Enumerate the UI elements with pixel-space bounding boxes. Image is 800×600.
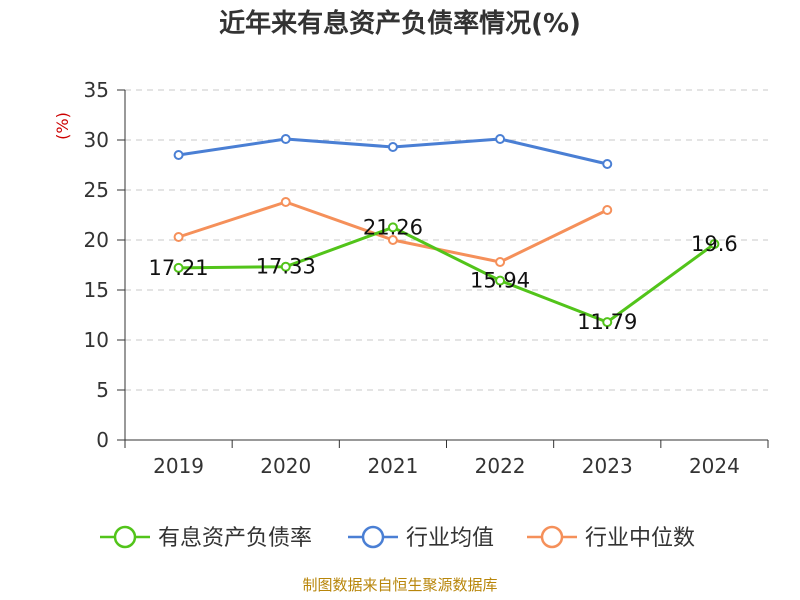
x-tick-label: 2019	[153, 454, 204, 478]
x-tick-label: 2022	[475, 454, 526, 478]
y-tick-label: 10	[84, 328, 109, 352]
data-label: 11.79	[577, 310, 637, 334]
y-tick-label: 5	[96, 378, 109, 402]
chart-title: 近年来有息资产负债率情况(%)	[219, 8, 581, 39]
legend-label: 有息资产负债率	[158, 526, 312, 551]
x-tick-label: 2020	[260, 454, 311, 478]
y-axis-label: (%)	[53, 112, 72, 140]
data-point	[495, 275, 506, 286]
legend-marker	[113, 525, 137, 549]
data-point	[173, 150, 184, 160]
data-point	[387, 235, 398, 245]
data-point	[495, 257, 506, 267]
data-labels: 17.21 17.33 21.26 15.94 11.79 19.6	[149, 215, 738, 334]
series-group	[173, 134, 720, 328]
data-point	[387, 142, 398, 152]
data-label: 17.33	[256, 255, 316, 279]
y-tick-label: 20	[84, 228, 109, 252]
data-point	[280, 197, 291, 207]
data-point	[602, 205, 613, 215]
data-point	[173, 232, 184, 242]
legend-label: 行业中位数	[585, 526, 695, 551]
x-tick-label: 2024	[689, 454, 740, 478]
data-point	[495, 134, 506, 144]
legend-marker	[361, 525, 385, 549]
y-tick-label: 0	[96, 428, 109, 452]
data-label: 17.21	[149, 256, 209, 280]
data-point	[173, 262, 184, 273]
gridlines	[125, 89, 768, 391]
data-label: 21.26	[363, 215, 423, 239]
x-tick-labels: 2019 2020 2021 2022 2023 2024	[153, 454, 740, 478]
data-point	[280, 134, 291, 144]
series-line-0	[178, 225, 716, 324]
y-tick-label: 35	[84, 78, 109, 102]
data-point	[280, 261, 291, 272]
data-point	[709, 239, 720, 249]
y-tick-labels: 0 5 10 15 20 25 30 35	[84, 78, 109, 452]
data-label: 15.94	[470, 269, 530, 293]
legend[interactable]: 有息资产负债率 行业均值 行业中位数	[100, 525, 695, 551]
x-tick-label: 2023	[582, 454, 633, 478]
source-note: 制图数据来自恒生聚源数据库	[302, 576, 497, 594]
axes	[117, 89, 769, 448]
y-tick-label: 25	[84, 178, 109, 202]
legend-label: 行业均值	[406, 526, 494, 551]
legend-marker	[540, 525, 564, 549]
x-tick-label: 2021	[367, 454, 418, 478]
data-label: 19.6	[691, 232, 738, 256]
data-point	[602, 159, 613, 169]
data-point	[387, 222, 398, 233]
y-tick-label: 30	[84, 128, 109, 152]
data-point	[602, 317, 613, 328]
y-tick-label: 15	[84, 278, 109, 302]
